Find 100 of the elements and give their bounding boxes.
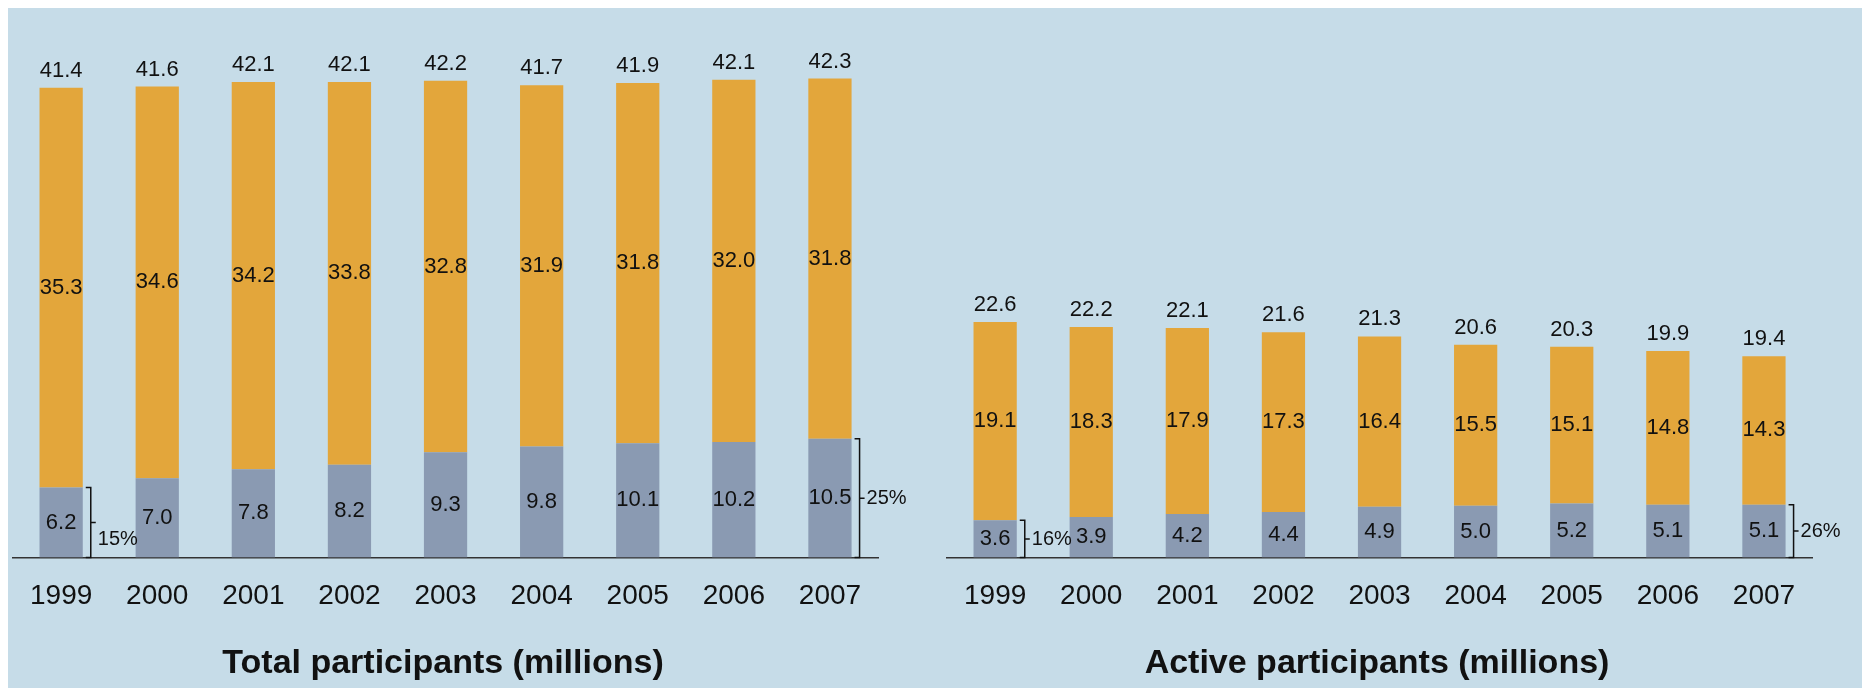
x-tick-label: 2006 <box>702 579 765 611</box>
x-tick-label: 2001 <box>1156 579 1219 611</box>
x-tick-label: 1999 <box>30 579 93 611</box>
bar <box>616 443 660 558</box>
data-label: 4.2 <box>1172 521 1203 547</box>
total-label: 41.9 <box>616 52 660 78</box>
total-label: 42.3 <box>808 47 852 73</box>
total-label: 22.6 <box>973 290 1017 316</box>
total-label: 22.1 <box>1165 297 1209 323</box>
data-label: 9.3 <box>430 491 461 516</box>
data-label: 31.9 <box>520 252 564 278</box>
data-label: 4.9 <box>1364 518 1395 544</box>
annotation: 25% <box>866 485 907 508</box>
bar <box>1069 327 1113 518</box>
total-label: 42.2 <box>424 49 467 75</box>
bar <box>1261 332 1306 512</box>
total-label: 22.2 <box>1069 296 1113 322</box>
x-tick-label: 2001 <box>222 579 285 611</box>
annotation: 16% <box>1031 527 1073 550</box>
bar <box>1646 504 1690 558</box>
bar <box>39 487 83 558</box>
bar <box>520 446 564 558</box>
text: Total participants (millions) <box>222 641 664 680</box>
data-label: 14.3 <box>1742 416 1786 442</box>
data-label: 17.9 <box>1165 407 1209 433</box>
total-label: 21.3 <box>1358 305 1401 331</box>
bar <box>135 478 179 558</box>
data-label: 8.2 <box>334 497 365 523</box>
total-label: 41.7 <box>520 54 564 80</box>
total-label: 41.6 <box>135 55 179 81</box>
bar <box>327 81 372 465</box>
text: Active participants (millions) <box>1144 641 1610 680</box>
bar <box>1550 346 1594 504</box>
data-label: 6.2 <box>45 508 77 534</box>
data-label: 9.8 <box>526 488 557 514</box>
x-tick-label: 1999 <box>964 579 1027 611</box>
data-label: 34.6 <box>135 268 179 294</box>
data-label: 3.6 <box>979 524 1011 550</box>
data-label: 33.8 <box>328 259 371 285</box>
x-tick-label: 2000 <box>126 579 189 611</box>
bar <box>616 83 660 444</box>
bar <box>520 85 564 447</box>
data-label: 5.1 <box>1748 517 1780 543</box>
annotation: 26% <box>1800 518 1841 541</box>
bar <box>1742 504 1786 558</box>
data-label: 14.8 <box>1646 413 1690 439</box>
bar <box>231 469 275 558</box>
x-tick-label: 2004 <box>510 579 573 611</box>
total-label: 41.4 <box>39 56 83 82</box>
bar <box>1454 344 1498 506</box>
x-tick-label: 2003 <box>1348 579 1411 611</box>
total-label: 42.1 <box>328 51 371 77</box>
bar <box>39 87 83 488</box>
data-label: 5.1 <box>1652 517 1684 543</box>
bar <box>1646 350 1690 505</box>
bar <box>712 442 756 558</box>
x-tick-label: 2006 <box>1636 579 1699 611</box>
data-label: 34.2 <box>231 261 275 287</box>
x-tick-label: 2002 <box>1252 579 1315 611</box>
bar <box>135 86 179 479</box>
total-label: 42.1 <box>712 48 756 74</box>
data-label: 7.0 <box>141 504 173 530</box>
bar <box>1357 336 1402 507</box>
data-label: 19.1 <box>973 407 1017 433</box>
total-label: 21.6 <box>1262 301 1305 327</box>
x-tick-label: 2007 <box>1732 579 1796 611</box>
total-label: 20.3 <box>1550 315 1594 341</box>
bar <box>808 438 852 558</box>
data-label: 18.3 <box>1069 408 1113 434</box>
bar <box>1550 503 1594 558</box>
data-label: 15.1 <box>1550 411 1594 437</box>
bar <box>327 464 372 558</box>
x-tick-label: 2005 <box>606 579 669 611</box>
data-label: 10.5 <box>808 484 852 510</box>
x-tick-label: 2004 <box>1444 579 1507 611</box>
total-label: 42.1 <box>231 51 275 77</box>
data-label: 31.8 <box>808 244 852 270</box>
bar <box>712 79 756 443</box>
x-tick-label: 2003 <box>414 579 477 611</box>
bar <box>1165 328 1209 514</box>
annotation: 15% <box>97 527 139 550</box>
data-label: 15.5 <box>1454 411 1498 437</box>
data-label: 10.1 <box>616 486 660 512</box>
bar <box>423 452 468 558</box>
data-label: 5.0 <box>1460 517 1491 543</box>
bar <box>1742 356 1786 505</box>
data-label: 17.3 <box>1262 408 1305 434</box>
data-label: 32.0 <box>712 246 756 272</box>
x-tick-label: 2007 <box>798 579 862 611</box>
data-label: 35.3 <box>39 273 83 299</box>
bar <box>423 80 468 453</box>
data-label: 7.8 <box>238 499 269 525</box>
bar <box>973 321 1017 521</box>
total-label: 19.9 <box>1646 320 1690 346</box>
data-label: 5.2 <box>1556 516 1588 542</box>
bar <box>808 78 852 439</box>
x-tick-label: 2002 <box>318 579 381 611</box>
data-label: 3.9 <box>1075 523 1107 549</box>
total-label: 19.4 <box>1742 325 1786 351</box>
data-label: 32.8 <box>424 252 467 278</box>
